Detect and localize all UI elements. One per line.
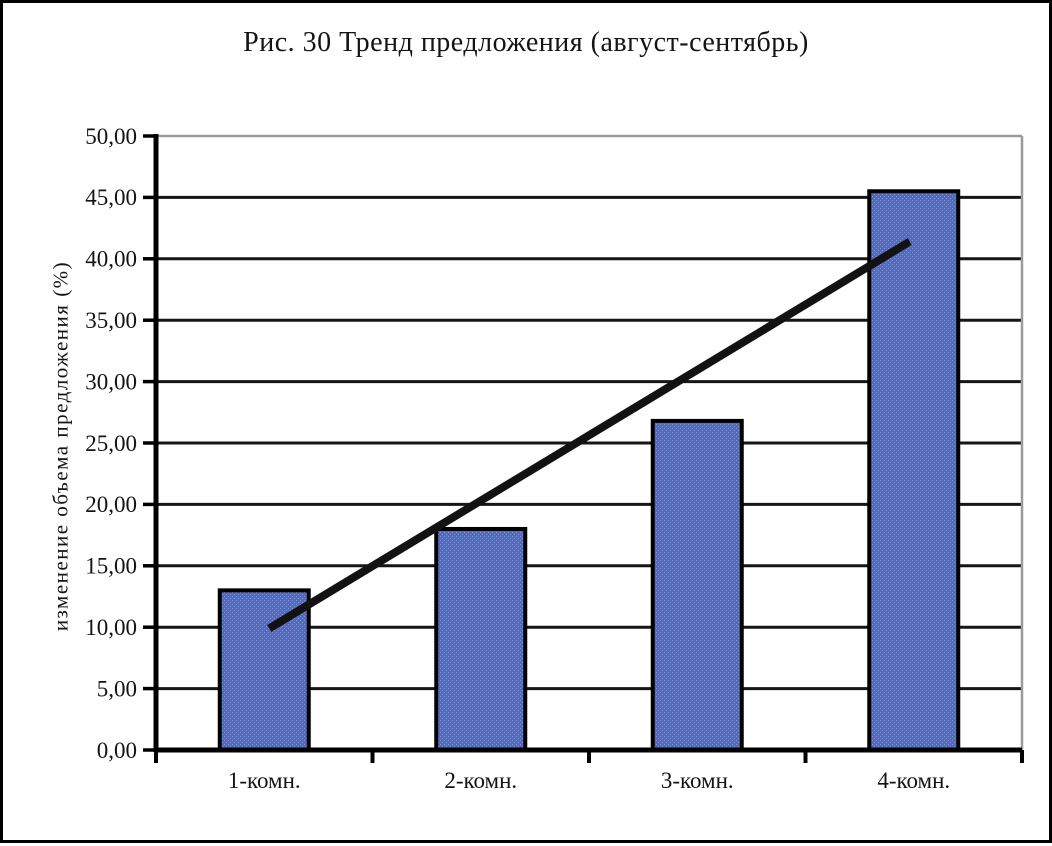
x-category-label: 2-комн. — [444, 768, 517, 793]
y-tick-label: 50,00 — [85, 124, 137, 149]
chart-title: Рис. 30 Тренд предложения (август-сентяб… — [243, 27, 809, 58]
trend-line — [267, 238, 912, 632]
y-tick-label: 35,00 — [85, 308, 137, 333]
chart-canvas: 0,00 5,00 10,00 15,00 20,00 25,00 30,00 35,00 40… — [85, 124, 1024, 793]
y-tick-label: 5,00 — [97, 676, 137, 701]
y-tick-label: 30,00 — [85, 369, 137, 394]
y-tick-label: 25,00 — [85, 431, 137, 456]
bar — [650, 418, 744, 752]
y-tick-label: 0,00 — [97, 738, 137, 763]
y-tick-label: 20,00 — [85, 492, 137, 517]
bar — [867, 189, 961, 752]
x-category-label: 1-комн. — [228, 768, 301, 793]
y-tick-label: 10,00 — [85, 615, 137, 640]
x-category-label: 3-комн. — [661, 768, 734, 793]
x-category-label: 4-комн. — [877, 768, 950, 793]
y-tick-label: 40,00 — [85, 247, 137, 272]
y-tick-label: 45,00 — [85, 185, 137, 210]
y-tick-label: 15,00 — [85, 554, 137, 579]
bar — [434, 526, 528, 753]
